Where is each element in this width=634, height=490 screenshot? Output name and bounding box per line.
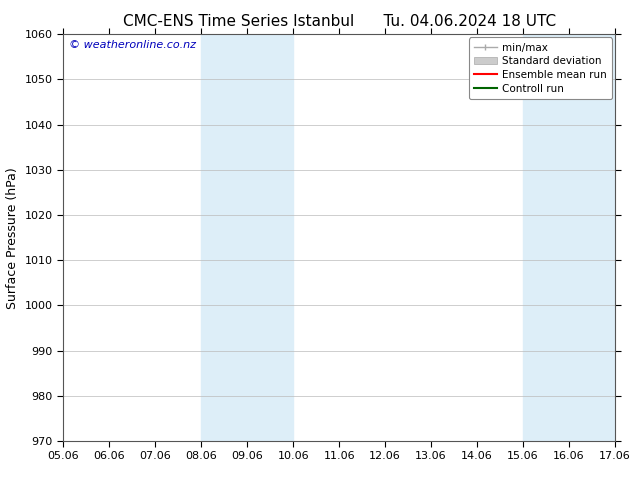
Bar — [523, 34, 615, 441]
Title: CMC-ENS Time Series Istanbul      Tu. 04.06.2024 18 UTC: CMC-ENS Time Series Istanbul Tu. 04.06.2… — [122, 14, 556, 29]
Text: © weatheronline.co.nz: © weatheronline.co.nz — [69, 40, 196, 50]
Legend: min/max, Standard deviation, Ensemble mean run, Controll run: min/max, Standard deviation, Ensemble me… — [469, 37, 612, 99]
Bar — [202, 34, 293, 441]
Y-axis label: Surface Pressure (hPa): Surface Pressure (hPa) — [6, 167, 19, 309]
